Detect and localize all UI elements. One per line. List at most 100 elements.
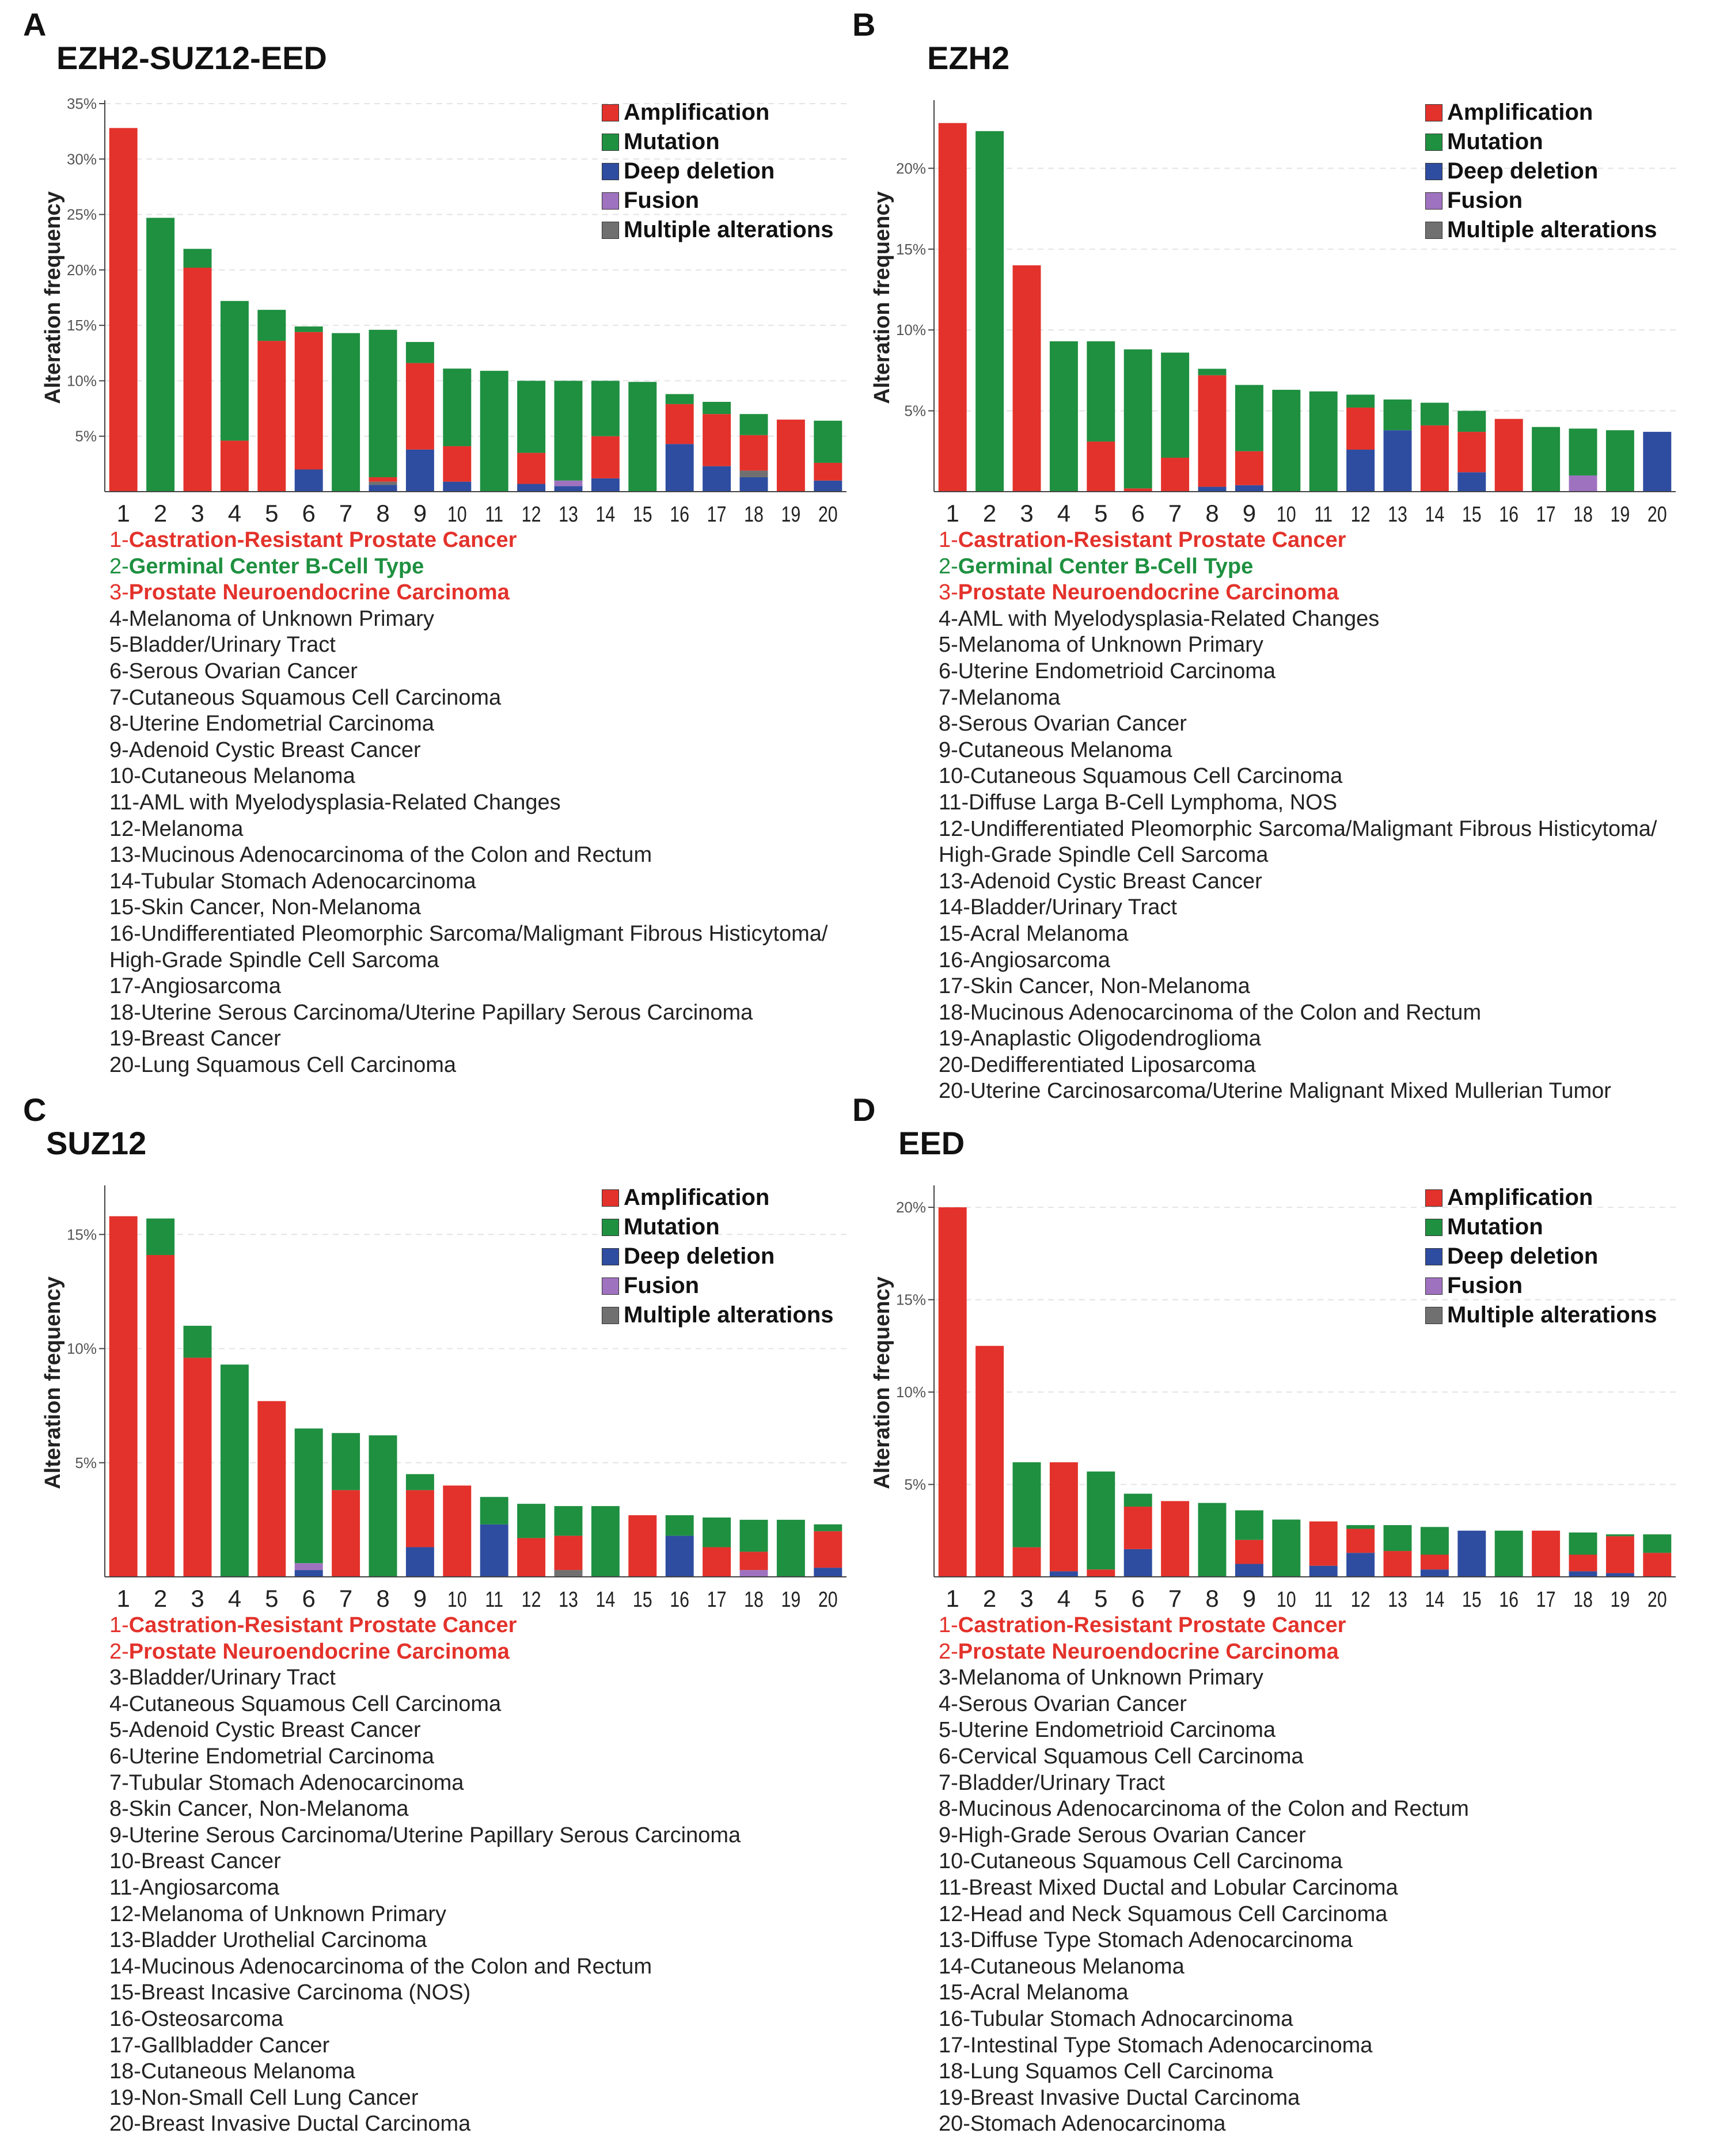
bar-amp xyxy=(739,435,768,471)
legend-label: Multiple alterations xyxy=(1447,217,1657,242)
bar-amp xyxy=(1643,1553,1672,1577)
bar-amp xyxy=(1494,419,1523,492)
legend-item-mut: Mutation xyxy=(602,127,834,157)
x-tick-label: 18 xyxy=(744,1588,764,1612)
bar-amp xyxy=(1049,1462,1078,1572)
bar-amp xyxy=(814,462,842,481)
list-item: 2-Prostate Neuroendocrine Carcinoma xyxy=(109,1639,510,1664)
legend-swatch xyxy=(602,162,619,180)
bar-mut xyxy=(776,1519,805,1577)
x-tick-label: 1 xyxy=(117,1585,130,1612)
bar-mut xyxy=(703,402,731,415)
legend-item-amp: Amplification xyxy=(602,98,834,127)
panel-letter: A xyxy=(23,6,47,43)
list-item: 14-Cutaneous Melanoma xyxy=(939,1954,1185,1979)
chart-title: SUZ12 xyxy=(46,1125,147,1161)
y-tick-label: 5% xyxy=(904,1476,926,1493)
x-tick-label: 10 xyxy=(1277,503,1296,527)
list-item: 19-Breast Invasive Ductal Carcinoma xyxy=(939,2085,1300,2110)
legend-item-fus: Fusion xyxy=(602,1271,834,1301)
legend-swatch xyxy=(602,1306,619,1324)
y-tick-label: 20% xyxy=(67,261,97,279)
list-item: 4-AML with Myelodysplasia-Related Change… xyxy=(939,606,1380,631)
cancer-type-list: 1-Castration-Resistant Prostate Cancer 2-… xyxy=(109,1613,741,2138)
list-item: 7-Tubular Stomach Adenocarcinoma xyxy=(109,1770,464,1795)
legend-item-mut: Mutation xyxy=(1425,127,1657,157)
bar-del xyxy=(1383,430,1412,492)
bar-del xyxy=(443,481,472,492)
bar-del xyxy=(1309,1565,1338,1577)
bar-amp xyxy=(1569,1554,1597,1572)
list-item: High-Grade Spindle Cell Sarcoma xyxy=(939,843,1269,868)
bar-del xyxy=(739,477,768,492)
y-tick-label: 15% xyxy=(67,1226,97,1243)
bar-mult xyxy=(369,481,397,485)
bar-amp xyxy=(1161,1501,1190,1577)
legend: Amplification Mutation Deep deletion Fusion… xyxy=(1425,98,1657,245)
bar-mut xyxy=(369,329,397,477)
bar-amp xyxy=(405,1490,434,1547)
bar-amp xyxy=(294,332,323,470)
y-tick-label: 35% xyxy=(67,95,97,112)
bar-mut xyxy=(1605,430,1634,492)
legend-item-del: Deep deletion xyxy=(602,1242,834,1271)
legend-swatch xyxy=(602,133,619,151)
bar-amp xyxy=(1346,407,1375,450)
list-item: 10-Cutaneous Melanoma xyxy=(109,764,355,789)
legend-swatch xyxy=(1425,1306,1442,1324)
bar-del xyxy=(294,1570,323,1577)
bar-del xyxy=(1049,1571,1078,1577)
list-item: 2-Germinal Center B-Cell Type xyxy=(109,554,424,579)
legend-swatch xyxy=(602,221,619,239)
list-item: 13-Adenoid Cystic Breast Cancer xyxy=(939,869,1262,893)
x-tick-label: 14 xyxy=(1425,503,1444,527)
list-item: 17-Intestinal Type Stomach Adenocarcinom… xyxy=(939,2033,1373,2058)
legend-label: Mutation xyxy=(624,1214,720,1239)
legend-item-amp: Amplification xyxy=(1425,1183,1657,1212)
legend-label: Multiple alterations xyxy=(1447,1302,1657,1328)
list-item: 14-Tubular Stomach Adenocarcinoma xyxy=(109,869,476,893)
x-tick-label: 16 xyxy=(1499,503,1519,527)
bar-amp xyxy=(443,1485,472,1577)
bar-mult xyxy=(739,470,768,477)
list-item: 18-Cutaneous Melanoma xyxy=(109,2059,355,2084)
bar-del xyxy=(1569,1571,1597,1577)
x-tick-label: 9 xyxy=(1243,1585,1256,1612)
bar-amp xyxy=(183,1358,212,1577)
legend: Amplification Mutation Deep deletion Fusion… xyxy=(602,98,834,245)
list-item: 3-Prostate Neuroendocrine Carcinoma xyxy=(939,580,1339,605)
bar-mut xyxy=(1420,402,1449,425)
x-tick-label: 8 xyxy=(376,500,389,527)
bar-mut xyxy=(257,310,286,341)
list-item: 14-Mucinous Adenocarcinoma of the Colon … xyxy=(109,1954,652,1979)
bar-mut xyxy=(1198,368,1227,375)
bar-amp xyxy=(938,1207,967,1577)
list-item: 14-Bladder/Urinary Tract xyxy=(939,895,1177,920)
x-tick-label: 19 xyxy=(781,1588,800,1612)
x-tick-label: 6 xyxy=(302,500,316,527)
y-tick-label: 10% xyxy=(67,372,97,389)
legend-label: Multiple alterations xyxy=(624,1302,834,1328)
bar-mut xyxy=(703,1517,731,1547)
x-tick-label: 9 xyxy=(413,500,427,527)
bar-amp xyxy=(703,1547,731,1577)
panel-letter: C xyxy=(23,1092,47,1128)
list-item: 15-Acral Melanoma xyxy=(939,921,1129,946)
bar-mut xyxy=(739,1519,768,1552)
bar-mut xyxy=(1235,1510,1263,1540)
list-item: 20-Dedifferentiated Liposarcoma xyxy=(939,1052,1256,1077)
bar-del xyxy=(1605,1573,1634,1577)
bar-amp xyxy=(220,440,249,492)
list-item: 11-Breast Mixed Ductal and Lobular Carci… xyxy=(939,1875,1398,1900)
bar-mut xyxy=(332,333,360,492)
legend-item-del: Deep deletion xyxy=(602,157,834,186)
list-item: 7-Cutaneous Squamous Cell Carcinoma xyxy=(109,685,502,710)
bar-mut xyxy=(554,381,583,481)
y-tick-label: 5% xyxy=(75,428,97,445)
x-tick-label: 17 xyxy=(1536,1588,1556,1612)
list-item: 13-Mucinous Adenocarcinoma of the Colon … xyxy=(109,843,652,868)
bar-mut xyxy=(814,1524,842,1531)
bar-mut xyxy=(1087,1471,1115,1570)
bar-amp xyxy=(257,341,286,492)
